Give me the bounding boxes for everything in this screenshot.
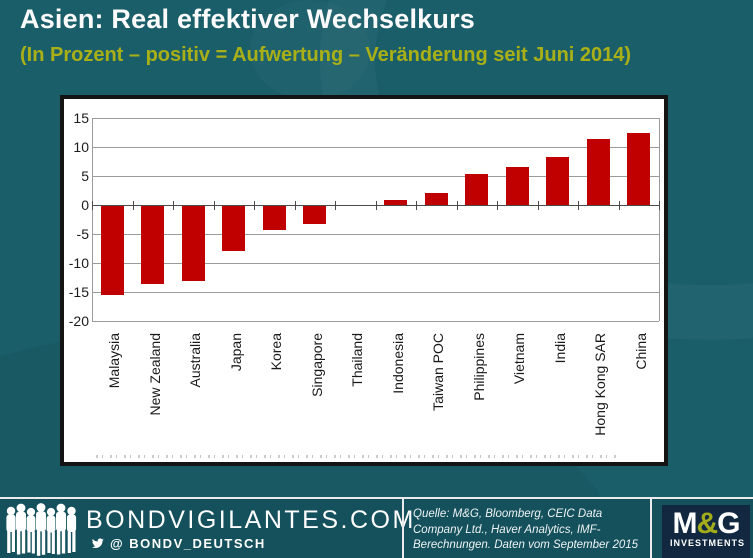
footer-divider (650, 499, 652, 558)
y-tick-label: 5 (81, 168, 89, 184)
plot-boundary (92, 118, 93, 321)
x-category-label: Korea (268, 333, 285, 371)
axis-tick (294, 201, 296, 210)
x-category-label: Hong Kong SAR (592, 333, 609, 436)
y-tick-label: 0 (81, 197, 89, 213)
chart-bar (222, 206, 246, 251)
mg-logo: M&G INVESTMENTS (662, 505, 750, 558)
axis-tick (659, 201, 660, 210)
x-category-label: Thailand (349, 333, 366, 387)
axis-tick (375, 201, 377, 210)
axis-tick (578, 201, 579, 210)
chart-bar (303, 206, 327, 224)
gridline (92, 176, 659, 177)
axis-tick (173, 201, 174, 210)
source-text: Quelle: M&G, Bloomberg, CEIC Data Compan… (413, 508, 639, 552)
x-category-label: Indonesia (389, 333, 406, 394)
chart-bar (262, 206, 286, 231)
gridline (92, 321, 659, 322)
site-link[interactable]: BONDVIGILANTES.COM (86, 506, 416, 534)
chart-bar (100, 206, 124, 296)
y-tick-label: -5 (76, 226, 89, 242)
gridline (92, 292, 659, 293)
x-category-label: India (551, 333, 568, 364)
gridline (92, 263, 659, 264)
x-category-label: Singapore (308, 333, 325, 397)
people-group-icon (6, 503, 77, 556)
x-category-label: Australia (187, 333, 204, 388)
twitter-bird-icon (91, 538, 104, 549)
axis-tick (132, 201, 134, 210)
plot-boundary (659, 118, 660, 321)
y-tick-label: 15 (73, 110, 89, 126)
y-tick-label: -15 (68, 284, 89, 300)
clipped-source-strip (96, 455, 616, 458)
mg-ampersand: & (696, 507, 718, 540)
axis-tick (92, 201, 93, 210)
footer-divider (402, 499, 404, 558)
x-category-label: Taiwan POC (430, 333, 447, 411)
chart-bar (424, 193, 448, 205)
page-title: Asien: Real effektiver Wechselkurs (20, 4, 476, 34)
axis-tick (254, 201, 255, 210)
axis-tick (497, 201, 498, 210)
x-category-label: New Zealand (146, 333, 163, 416)
gridline (92, 234, 659, 235)
bar-chart: 15 10 5 0 -5 -10 -15 -20 Malaysia New Zealand Aust… (64, 99, 664, 462)
page-subtitle: (In Prozent – positiv = Aufwertung – Ver… (20, 44, 632, 66)
gridline (92, 118, 659, 119)
x-category-label: Japan (227, 333, 244, 372)
axis-tick (537, 201, 539, 210)
axis-tick (335, 201, 336, 210)
chart-bar (465, 174, 489, 205)
x-category-label: China (632, 333, 649, 370)
footer: BONDVIGILANTES.COM @ BONDV_DEUTSCH Quell… (0, 497, 753, 558)
x-category-label: Malaysia (106, 333, 123, 389)
axis-tick (416, 201, 417, 210)
chart-frame: 15 10 5 0 -5 -10 -15 -20 Malaysia New Zealand Aust… (60, 95, 668, 466)
chart-bar (181, 206, 205, 281)
x-category-label: Philippines (470, 333, 487, 401)
twitter-handle-row[interactable]: @ BONDV_DEUTSCH (90, 536, 266, 551)
gridline (92, 147, 659, 148)
mg-logo-subtext: INVESTMENTS (669, 538, 745, 548)
y-tick-label: -20 (68, 313, 89, 329)
axis-tick (213, 201, 215, 210)
chart-bar (384, 200, 408, 205)
y-tick-label: 10 (73, 139, 89, 155)
mg-logo-text: M&G (672, 507, 740, 540)
chart-bar (546, 157, 570, 205)
axis-tick (456, 201, 458, 210)
x-category-label: Vietnam (511, 333, 528, 385)
chart-bar (141, 206, 165, 285)
axis-tick (618, 201, 620, 210)
chart-bar (586, 138, 610, 205)
chart-bar (627, 133, 651, 205)
chart-bar (505, 167, 529, 205)
twitter-handle: @ BONDV_DEUTSCH (110, 536, 266, 551)
y-tick-label: -10 (68, 255, 89, 271)
